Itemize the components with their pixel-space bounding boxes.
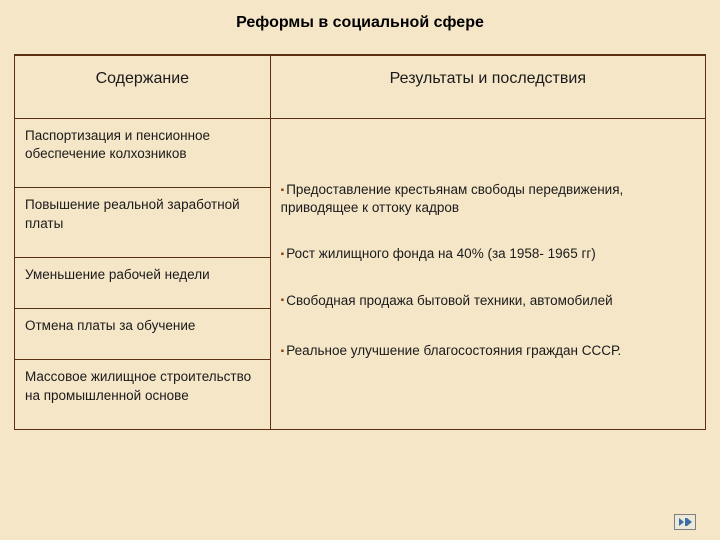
cell-left-2: Уменьшение рабочей недели	[15, 257, 271, 308]
result-text: Реальное улучшение благосостояния гражда…	[286, 343, 621, 358]
header-right: Результаты и последствия	[270, 55, 705, 119]
cell-left-3: Отмена платы за обучение	[15, 309, 271, 360]
result-item: ▪Рост жилищного фонда на 40% (за 1958- 1…	[281, 245, 695, 263]
cell-left-4: Массовое жилищное строительство на промы…	[15, 360, 271, 429]
cell-right-merged: ▪Предоставление крестьянам свободы перед…	[270, 119, 705, 430]
forward-icon	[678, 517, 692, 527]
result-text: Рост жилищного фонда на 40% (за 1958- 19…	[286, 246, 596, 261]
bullet-icon: ▪	[281, 249, 285, 260]
result-item: ▪Свободная продажа бытовой техники, авто…	[281, 292, 695, 310]
header-row: Содержание Результаты и последствия	[15, 55, 706, 119]
content-table: Содержание Результаты и последствия Пасп…	[14, 54, 706, 430]
slide-title: Реформы в социальной сфере	[14, 6, 706, 54]
bullet-icon: ▪	[281, 185, 285, 196]
bullet-icon: ▪	[281, 346, 285, 357]
cell-left-1: Повышение реальной заработной платы	[15, 188, 271, 257]
slide-container: Реформы в социальной сфере Содержание Ре…	[0, 0, 720, 540]
header-left: Содержание	[15, 55, 271, 119]
result-item: ▪Реальное улучшение благосостояния гражд…	[281, 342, 695, 360]
next-slide-button[interactable]	[674, 514, 696, 530]
bullet-icon: ▪	[281, 295, 285, 306]
result-text: Свободная продажа бытовой техники, автом…	[286, 293, 612, 308]
result-item: ▪Предоставление крестьянам свободы перед…	[281, 181, 695, 217]
table-row: Паспортизация и пенсионное обеспечение к…	[15, 119, 706, 188]
cell-left-0: Паспортизация и пенсионное обеспечение к…	[15, 119, 271, 188]
result-text: Предоставление крестьянам свободы передв…	[281, 182, 624, 215]
